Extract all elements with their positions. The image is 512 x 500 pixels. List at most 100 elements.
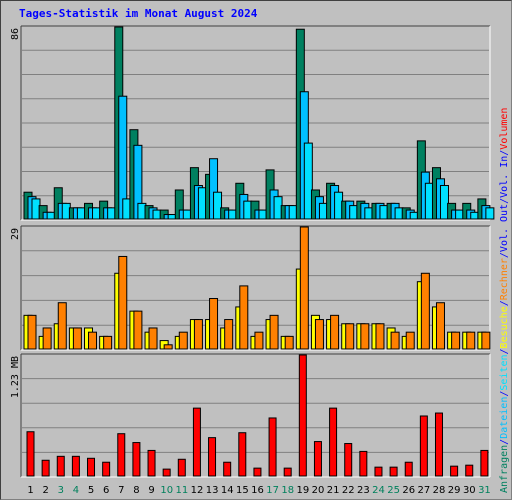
bar-seiten xyxy=(439,185,449,220)
bar-rechner xyxy=(193,319,203,350)
bar-rechner xyxy=(330,314,340,350)
chart-title: Tages-Statistik im Monat August 2024 xyxy=(19,7,258,20)
x-tick-label: 10 xyxy=(160,485,173,496)
x-tick-label: 1 xyxy=(27,485,33,496)
legend-entry: Dateien xyxy=(499,397,510,439)
bar-volumen xyxy=(450,465,459,477)
x-tick-label: 8 xyxy=(133,485,139,496)
x-tick-label: 15 xyxy=(236,485,249,496)
bar-seiten xyxy=(485,207,495,220)
bar-rechner xyxy=(284,335,294,350)
legend-entry: / xyxy=(499,198,510,204)
bar-volumen xyxy=(238,432,247,477)
x-tick-label: 18 xyxy=(281,485,294,496)
legend-entry: / xyxy=(499,252,510,258)
bar-volumen xyxy=(192,407,201,477)
legend-entry: / xyxy=(499,439,510,445)
bar-volumen xyxy=(359,450,368,477)
bar-volumen xyxy=(298,354,307,477)
legend-entry: Besuche xyxy=(499,306,510,348)
bar-rechner xyxy=(163,344,173,350)
legend-entry: Anfragen xyxy=(499,445,510,493)
x-tick-label: 14 xyxy=(221,485,234,496)
bar-seiten xyxy=(303,142,313,220)
bar-rechner xyxy=(254,331,264,350)
x-tick-label: 11 xyxy=(175,485,188,496)
bar-volumen xyxy=(162,468,171,477)
bar-rechner xyxy=(148,327,158,350)
bar-volumen xyxy=(419,415,428,477)
bar-seiten xyxy=(213,191,223,220)
x-tick-label: 29 xyxy=(448,485,461,496)
bar-rechner xyxy=(27,314,37,350)
bar-volumen xyxy=(389,466,398,477)
bar-rechner xyxy=(88,331,98,350)
bar-rechner xyxy=(57,302,67,350)
bar-volumen xyxy=(41,459,50,477)
bar-volumen xyxy=(374,466,383,477)
bar-volumen xyxy=(147,449,156,477)
bar-rechner xyxy=(360,323,370,350)
bar-volumen xyxy=(87,457,96,477)
bar-rechner xyxy=(299,226,309,350)
bar-rechner xyxy=(103,335,113,350)
x-tick-label: 31 xyxy=(478,485,491,496)
bar-volumen xyxy=(208,437,217,477)
x-tick-label: 3 xyxy=(58,485,64,496)
legend-entry: Vol. Out xyxy=(499,204,510,252)
bar-rechner xyxy=(314,319,324,350)
bar-volumen xyxy=(117,433,126,477)
legend-entry: / xyxy=(499,391,510,397)
x-tick-label: 16 xyxy=(251,485,264,496)
panel-background xyxy=(21,354,490,477)
bar-rechner xyxy=(345,323,355,350)
x-tick-label: 2 xyxy=(43,485,49,496)
bar-rechner xyxy=(42,327,52,350)
legend-entry: / xyxy=(499,300,510,306)
bar-rechner xyxy=(435,302,445,350)
bar-rechner xyxy=(451,331,461,350)
bar-volumen xyxy=(404,461,413,477)
bar-rechner xyxy=(209,298,219,350)
right-legend: Anfragen/Dateien/Seiten/Besuche/Rechner/… xyxy=(499,108,510,493)
bar-volumen xyxy=(329,407,338,477)
bar-rechner xyxy=(269,314,279,350)
x-tick-label: 13 xyxy=(206,485,219,496)
x-tick-label: 12 xyxy=(191,485,204,496)
x-tick-label: 5 xyxy=(88,485,94,496)
bar-rechner xyxy=(72,327,82,350)
x-tick-label: 23 xyxy=(357,485,370,496)
bar-rechner xyxy=(133,310,143,350)
bar-rechner xyxy=(405,331,415,350)
bar-rechner xyxy=(224,319,234,350)
x-tick-label: 25 xyxy=(387,485,400,496)
x-tick-label: 28 xyxy=(433,485,446,496)
bar-volumen xyxy=(26,431,35,477)
x-tick-label: 20 xyxy=(312,485,325,496)
x-tick-label: 26 xyxy=(402,485,415,496)
bar-rechner xyxy=(375,323,385,350)
x-tick-label: 22 xyxy=(342,485,355,496)
legend-entry: / xyxy=(499,150,510,156)
y-axis-max-label: 86 xyxy=(10,28,21,40)
x-tick-label: 27 xyxy=(418,485,431,496)
panel-background xyxy=(21,226,490,350)
bar-volumen xyxy=(434,412,443,477)
bar-volumen xyxy=(102,461,111,477)
bar-volumen xyxy=(283,467,292,477)
bar-rechner xyxy=(118,255,128,350)
bar-rechner xyxy=(466,331,476,350)
y-axis-max-label: 1.23 MB xyxy=(10,356,21,398)
x-tick-label: 4 xyxy=(73,485,79,496)
x-tick-label: 30 xyxy=(463,485,476,496)
bar-volumen xyxy=(56,455,65,477)
legend-entry: Vol. In xyxy=(499,156,510,198)
y-axis-max-label: 29 xyxy=(10,228,21,240)
x-tick-label: 19 xyxy=(297,485,310,496)
x-tick-label: 21 xyxy=(327,485,340,496)
bar-rechner xyxy=(481,331,491,350)
legend-entry: Rechner xyxy=(499,258,510,300)
x-tick-label: 9 xyxy=(148,485,154,496)
bar-rechner xyxy=(390,331,400,350)
